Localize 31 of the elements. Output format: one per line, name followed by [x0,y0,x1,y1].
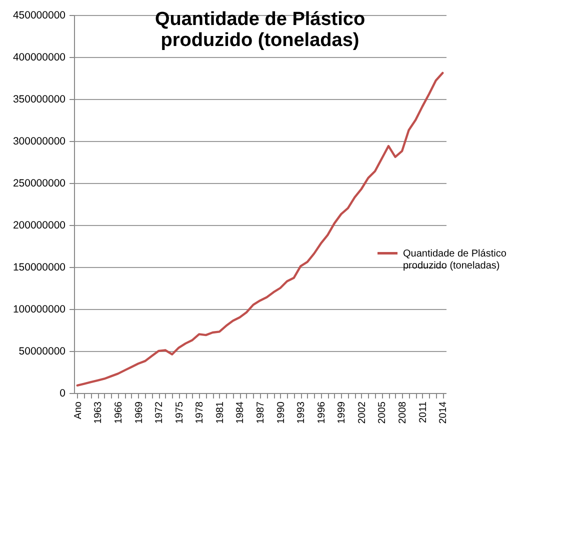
y-tick-label: 300000000 [12,136,66,148]
x-tick-label: 2008 [398,401,409,424]
x-tick-label: 1993 [296,401,308,424]
y-tick-label: 100000000 [12,304,66,316]
x-tick-label: 1969 [134,401,145,424]
x-tick-label: 1996 [316,401,328,424]
x-tick-label: 1972 [154,401,166,424]
y-tick-label: 0 [60,388,66,400]
y-tick-label: 250000000 [12,178,66,190]
x-tick-label: 2011 [418,401,429,424]
x-tick-label: 2014 [438,401,450,424]
x-tick-label: 2002 [356,401,368,424]
x-tick-label: 1987 [256,401,266,424]
x-tick-label: 2005 [377,401,388,424]
x-tick-label: 1966 [113,401,124,424]
x-tick-label: Ano [72,401,84,420]
x-tick-label: 1990 [276,401,287,424]
y-tick-label: 150000000 [12,262,66,274]
y-tick-label: 450000000 [12,10,66,22]
x-tick-label: 1978 [194,401,206,424]
y-tick-label: 400000000 [12,52,66,64]
x-tick-label: 1975 [174,401,186,424]
chart-title: Quantidade de Plástico produzido (toneladas) [154,9,366,51]
y-tick-label: 50000000 [18,346,66,358]
y-tick-label: 350000000 [12,94,66,106]
y-tick-label: 200000000 [12,220,66,232]
x-tick-label: 1981 [214,401,226,424]
x-tick-label: 1999 [336,401,348,424]
legend-label: Quantidade de Plástico produzido (toneladas) [403,248,507,272]
x-tick-label: 1984 [235,401,246,424]
x-tick-label: 1963 [93,401,104,424]
